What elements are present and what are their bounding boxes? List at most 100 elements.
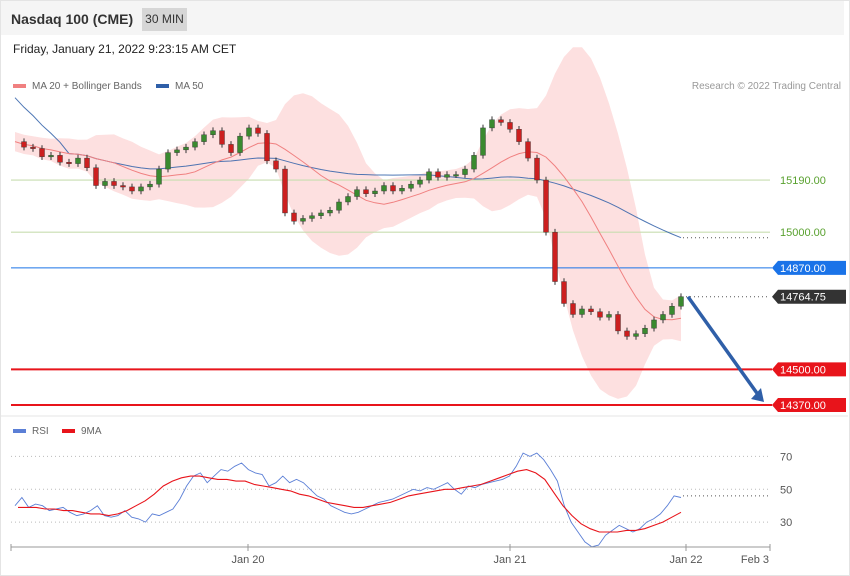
chart-header: Nasdaq 100 (CME) 30 MIN [1, 1, 844, 35]
arrow-head-icon [751, 388, 764, 402]
candle-body [309, 215, 315, 219]
candle-body [183, 146, 189, 151]
candle-body [246, 127, 252, 137]
candle-body [57, 155, 63, 163]
legend-ma50: MA 50 [156, 81, 203, 92]
candle-body [579, 308, 585, 315]
candle-body [291, 212, 297, 222]
candle-body [93, 167, 99, 186]
last-price-tag [772, 289, 846, 304]
x-tick-label: Jan 21 [493, 554, 526, 566]
candle-body [102, 181, 108, 186]
timestamp: Friday, January 21, 2022 9:23:15 AM CET [13, 42, 237, 56]
candle-body [156, 168, 162, 185]
support-tag [772, 398, 846, 412]
candle-body [498, 119, 504, 123]
candle-body [273, 160, 279, 170]
candle-body [210, 130, 216, 135]
rsi-swatch-icon [13, 429, 26, 434]
candle-body [318, 212, 324, 216]
candle-body [678, 296, 684, 307]
candle-body [534, 157, 540, 181]
candle-body [417, 179, 423, 185]
candle-body [336, 201, 342, 211]
candle-body [147, 183, 153, 188]
last-price-label: 14764.75 [780, 292, 826, 304]
candle-body [543, 179, 549, 233]
support-label: 14370.00 [780, 400, 826, 412]
instrument-title: Nasdaq 100 (CME) [11, 11, 134, 27]
pivot-tag [772, 260, 846, 275]
candle-body [444, 174, 450, 178]
candle-body [21, 141, 27, 148]
candle-body [192, 141, 198, 148]
candle-body [300, 218, 306, 222]
ma50-line [14, 97, 682, 239]
rsi-tick-label: 70 [780, 451, 792, 463]
candle-body [480, 127, 486, 156]
candle-body [435, 171, 441, 178]
candle-body [642, 327, 648, 334]
x-tick-label: Feb 3 [741, 554, 769, 566]
candle-body [507, 122, 513, 130]
support-label: 14500.00 [780, 364, 826, 376]
candle-body [606, 314, 612, 318]
candle-body [30, 146, 36, 149]
resistance-label: 15000.00 [780, 227, 826, 239]
candle-body [237, 135, 243, 153]
candle-body [552, 231, 558, 282]
candle-body [129, 186, 135, 192]
rsi-9ma-line [18, 469, 682, 533]
rsi-tick-label: 50 [780, 484, 792, 496]
candle-body [615, 314, 621, 332]
candle-body [255, 127, 261, 134]
legend-rsi-label: RSI [32, 426, 49, 437]
candle-body [597, 311, 603, 318]
candle-body [111, 181, 117, 186]
candle-body [219, 130, 225, 145]
candle-body [174, 149, 180, 153]
candle-body [471, 155, 477, 170]
candle-body [66, 162, 72, 164]
ma20-line [14, 141, 682, 321]
legend-rsi: RSI [13, 426, 49, 437]
candle-body [669, 306, 675, 315]
candle-body [651, 319, 657, 329]
timeframe-button[interactable]: 30 MIN [142, 8, 187, 31]
candle-body [75, 157, 81, 164]
support-tag [772, 362, 846, 377]
candle-body [165, 152, 171, 170]
candle-body [462, 168, 468, 175]
rsi-line [14, 452, 682, 548]
legend-ma20-bollinger: MA 20 + Bollinger Bands [13, 81, 142, 92]
rsi-tick-label: 30 [780, 517, 792, 529]
candle-body [48, 155, 54, 158]
resistance-label: 15190.00 [780, 175, 826, 187]
candle-body [345, 196, 351, 203]
candle-body [354, 189, 360, 197]
candle-body [138, 186, 144, 192]
ma50-swatch-icon [156, 84, 169, 89]
candle-body [570, 303, 576, 315]
candle-body [390, 185, 396, 192]
candle-body [453, 174, 459, 177]
candle-body [39, 148, 45, 157]
candle-body [201, 134, 207, 142]
x-tick-label: Jan 22 [669, 554, 702, 566]
candle-body [561, 281, 567, 304]
legend-9ma-label: 9MA [81, 426, 102, 437]
candle-body [381, 185, 387, 192]
candle-body [588, 308, 594, 312]
legend-ma50-label: MA 50 [175, 81, 204, 92]
candle-body [633, 333, 639, 337]
x-tick-label: Jan 20 [231, 554, 264, 566]
candles [21, 116, 684, 340]
candle-body [489, 119, 495, 129]
projection-arrow [686, 295, 761, 398]
candle-body [516, 129, 522, 142]
candle-body [264, 133, 270, 162]
candle-body [363, 189, 369, 194]
candle-body [228, 144, 234, 153]
legend-ma20-label: MA 20 + Bollinger Bands [32, 81, 142, 92]
